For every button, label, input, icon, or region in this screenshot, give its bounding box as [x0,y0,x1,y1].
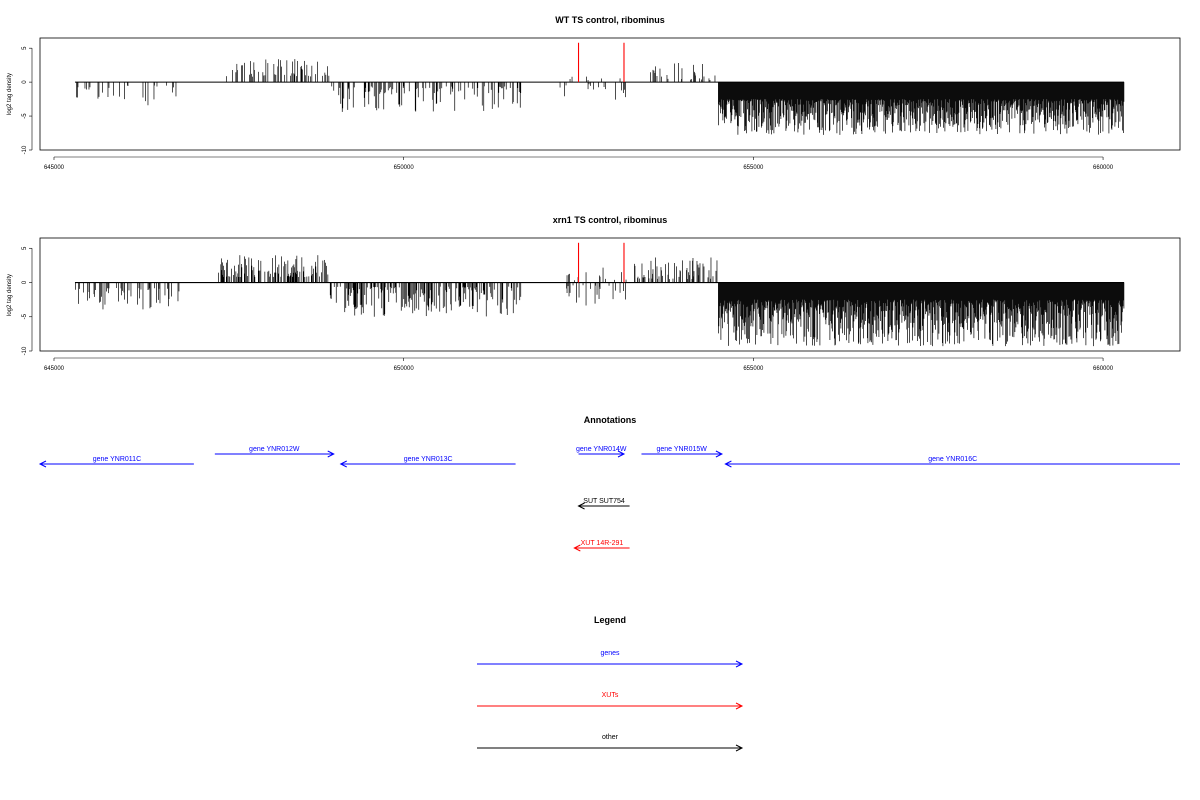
arrow-head [38,460,47,468]
y-axis: -10 -5 0 5 [22,246,33,355]
density-bars [76,59,1125,135]
arrow-head [735,702,744,710]
legend: Legend genes XUTs other [477,615,744,752]
plot-frame [39,37,1181,151]
y-tick-label: -5 [22,113,28,119]
legend-item: other [477,734,744,752]
x-tick-label: 655000 [743,366,764,372]
y-axis-label: log2 tag density [7,73,13,115]
x-tick-label: 660000 [1093,165,1114,171]
x-tick-label: 650000 [394,165,415,171]
feature-label: gene YNR016C [928,456,977,463]
feature-label: XUT 14R-291 [581,540,624,547]
annotation-feature: gene YNR013C [339,456,516,468]
arrow-head [715,450,724,458]
feature-label: gene YNR014W [576,446,627,453]
annotation-feature: gene YNR011C [38,456,194,468]
arrow-head [617,450,626,458]
arrow-head [339,460,347,468]
xrn1-tag-density-panel: xrn1 TS control, ribominus log2 tag dens… [7,215,1181,372]
x-axis: 645000 650000 655000 660000 [44,357,1114,372]
arrow-head [724,460,732,468]
y-tick-label: -10 [22,346,28,355]
legend-label: XUTs [602,692,619,699]
feature-label: gene YNR013C [404,456,453,463]
annotation-features: gene YNR011C gene YNR012W gene YNR013C gene… [38,446,1180,552]
feature-label: SUT SUT754 [583,498,625,505]
x-axis: 645000 650000 655000 660000 [44,156,1114,171]
y-tick-label: -10 [22,145,28,154]
arrow-head [735,744,744,752]
legend-items: genes XUTs other [477,650,744,752]
feature-label: gene YNR011C [93,456,141,463]
feature-label: gene YNR012W [249,446,300,453]
arrow-head [735,660,744,668]
x-tick-label: 645000 [44,165,65,171]
annotation-feature: XUT 14R-291 [573,540,630,552]
wt-tag-density-panel: WT TS control, ribominus log2 tag densit… [7,15,1181,171]
annotation-feature: gene YNR015W [641,446,724,458]
legend-label: other [602,734,619,741]
legend-item: genes [477,650,744,668]
chart-title: xrn1 TS control, ribominus [553,215,668,225]
legend-label: genes [600,650,620,657]
chart-title: WT TS control, ribominus [555,15,665,25]
legend-title: Legend [594,615,626,625]
y-tick-label: 5 [22,246,28,250]
x-tick-label: 660000 [1093,366,1114,372]
annotations-title: Annotations [584,415,637,425]
plot-frame [39,237,1181,352]
arrow-head [327,450,335,458]
density-bars [75,255,1125,347]
x-tick-label: 655000 [743,165,764,171]
arrow-head [577,502,585,510]
annotation-feature: gene YNR014W [576,446,627,458]
y-axis-label: log2 tag density [7,274,13,316]
position-markers [577,242,625,283]
annotation-feature: gene YNR016C [724,456,1180,468]
y-tick-label: 5 [22,46,28,50]
y-tick-label: 0 [22,80,28,84]
annotation-feature: gene YNR012W [214,446,335,458]
legend-item: XUTs [477,692,744,710]
feature-label: gene YNR015W [656,446,707,453]
x-tick-label: 645000 [44,366,65,372]
x-tick-label: 650000 [394,366,415,372]
position-markers [577,42,625,83]
annotation-feature: SUT SUT754 [577,498,630,510]
y-axis: -10 -5 0 5 [22,46,33,154]
y-tick-label: 0 [22,280,28,284]
y-tick-label: -5 [22,313,28,319]
arrow-head [573,544,581,552]
